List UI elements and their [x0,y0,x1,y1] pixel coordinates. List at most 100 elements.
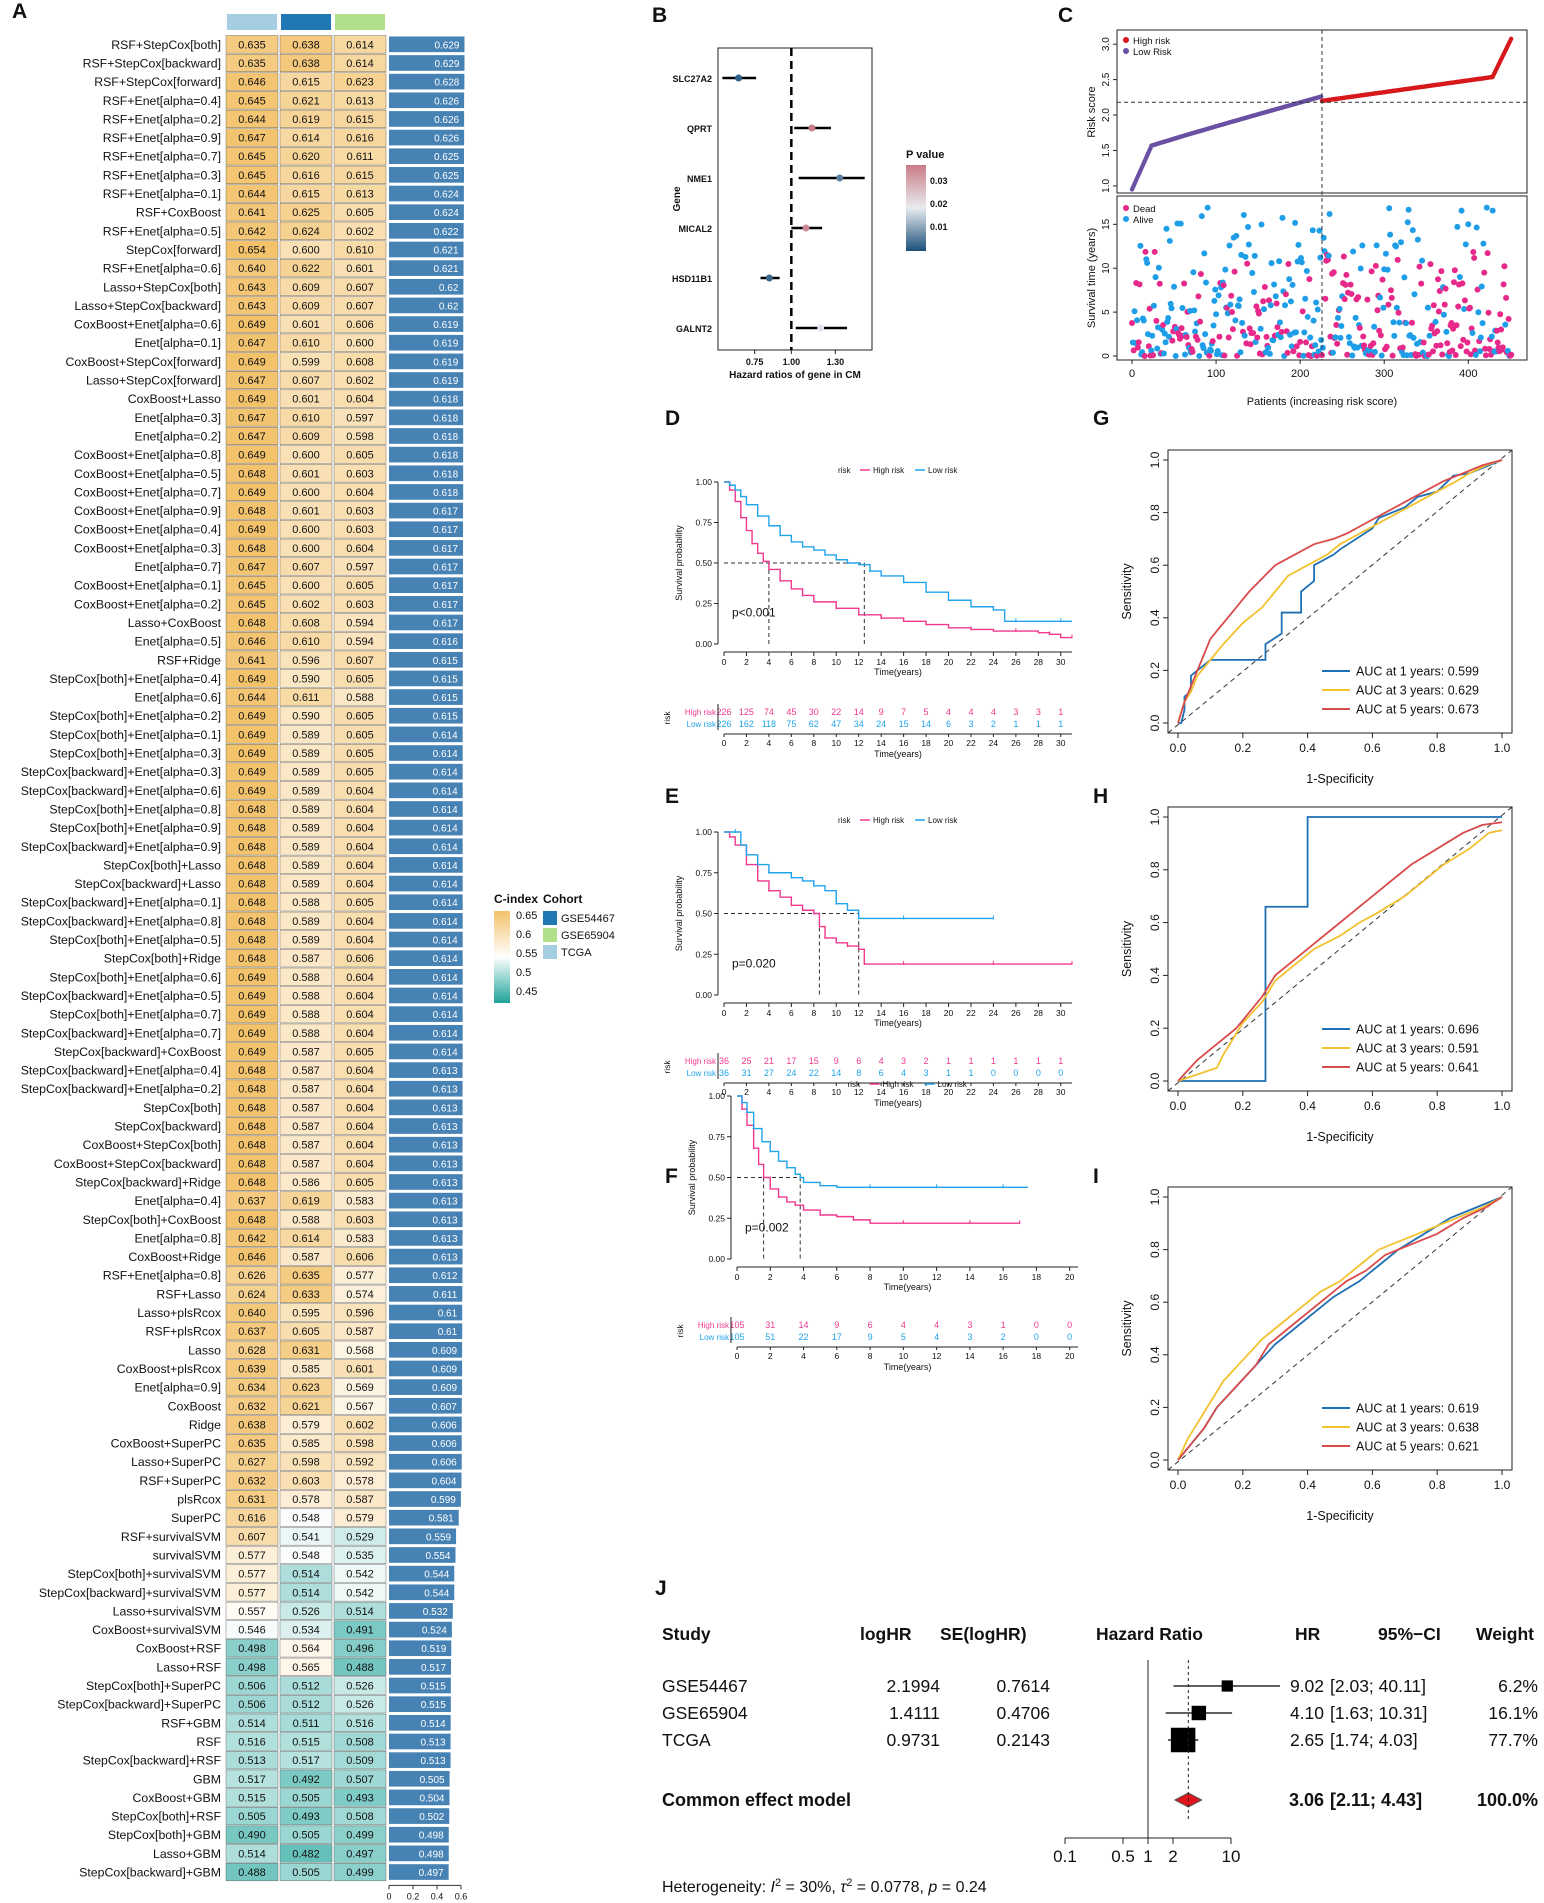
bar-axis-tick-label: 0.2 [407,1891,420,1901]
heat-value: 0.588 [292,1009,320,1021]
y-axis-label: Sensitivity [1120,1300,1134,1357]
heat-cell [225,203,279,222]
heat-value: 0.605 [346,673,374,685]
legend-marker [1123,37,1129,43]
heat-value: 0.646 [238,1252,266,1264]
heat-cell [279,837,333,856]
heat-cell [279,688,333,707]
alive-point [1177,220,1184,227]
heat-cell [225,240,279,259]
model-label: RSF+Ridge [157,653,221,667]
p-value: p=0.002 [745,1220,789,1234]
heat-cell [279,1452,333,1471]
heat-cell [279,874,333,893]
heat-value: 0.609 [292,300,320,312]
mean-bar [389,782,463,799]
heat-cell [225,949,279,968]
risk-x-tick-label: 16 [998,1351,1008,1361]
heat-value: 0.600 [346,338,374,350]
heat-value: 0.601 [292,319,320,331]
model-label: StepCox[both]+Enet[alpha=0.1] [49,728,221,742]
heat-value: 0.604 [346,841,374,853]
model-label: Lasso+SuperPC [131,1455,221,1469]
heat-cell [225,837,279,856]
heat-value: 0.590 [292,673,320,685]
heat-cell [333,1023,387,1042]
heat-cell [279,91,333,110]
model-label: StepCox[backward]+Enet[alpha=0.2] [21,1082,221,1096]
dead-point [1341,296,1348,303]
panel-i-roc: 0.0 0.2 0.4 0.6 0.8 1.00.00.20.40.60.81.01-Sp… [1120,1186,1513,1523]
risk-count: 9 [834,1320,839,1330]
heat-value: 0.641 [238,655,266,667]
risk-count: 3 [968,719,973,729]
model-label: RSF+Enet[alpha=0.3] [103,168,221,182]
dead-point [1153,317,1160,324]
heat-cell [333,688,387,707]
x-tick-label: 1.0 [1494,741,1511,755]
mean-value: 0.606 [432,1439,457,1450]
legend-label: AUC at 1 years: 0.599 [1356,665,1479,679]
heat-value: 0.512 [292,1681,320,1693]
alive-point [1489,207,1496,214]
y-tick-label: 1.0 [1101,179,1112,193]
heat-cell [333,1825,387,1844]
alive-point [1137,242,1144,249]
mean-bar [389,465,464,482]
mean-bar [389,1118,463,1134]
risk-x-tick-label: 30 [1056,1087,1066,1097]
heat-cell [225,1210,279,1229]
model-label: Lasso [188,1343,221,1357]
heat-value: 0.605 [292,1326,320,1338]
heat-value: 0.605 [346,711,374,723]
y-tick-label: 0.4 [1148,609,1162,626]
dead-point [1299,308,1306,315]
alive-point [1337,334,1344,341]
heat-cell [333,1378,387,1397]
heterogeneity-text: Heterogeneity: I2 = 30%, τ2 = 0.0778, p … [662,1877,987,1896]
alive-point [1227,301,1234,308]
mean-bar [389,521,464,538]
cohort-label: TCGA [561,947,592,959]
mean-value: 0.614 [433,917,458,928]
heat-cell [279,1583,333,1602]
gene-label: HSD11B1 [672,274,712,284]
heat-value: 0.505 [292,1867,320,1879]
dead-point [1448,319,1455,326]
risk-x-tick-label: 6 [789,1087,794,1097]
heat-cell [225,352,279,371]
alive-point [1329,349,1336,356]
alive-point [1279,214,1286,221]
heat-cell [225,1695,279,1714]
hr-point [808,124,816,132]
dead-point [1399,344,1406,351]
pvalue-legend-title: P value [906,149,944,161]
heat-cell [279,1023,333,1042]
heat-cell [279,669,333,688]
heterogeneity-part: τ [840,1879,847,1896]
alive-point [1391,332,1398,339]
mean-value: 0.619 [433,339,458,350]
heterogeneity-part: 2 [775,1877,781,1889]
risk-x-tick-label: 10 [832,1087,842,1097]
model-label: Lasso+StepCox[forward] [86,374,221,388]
heat-value: 0.578 [346,1475,374,1487]
heat-value: 0.604 [346,935,374,947]
mean-bar [389,204,464,220]
risk-count: 2 [1001,1332,1006,1342]
risk-x-tick-label: 18 [1032,1351,1042,1361]
alive-point [1377,294,1384,301]
dead-point [1452,352,1459,359]
cindex-legend-title: C-index [494,892,538,906]
heat-value: 0.505 [292,1792,320,1804]
heat-value: 0.589 [292,935,320,947]
heat-value: 0.621 [292,1401,320,1413]
heat-cell [333,1508,387,1527]
heat-cell [279,1639,333,1658]
km-curve-low-risk [724,831,994,920]
heterogeneity-part: Heterogeneity: [662,1879,771,1896]
mean-bar [389,1491,461,1507]
heat-value: 0.615 [346,170,374,182]
alive-point [1202,279,1209,286]
x-tick-label: 18 [1032,1272,1042,1282]
